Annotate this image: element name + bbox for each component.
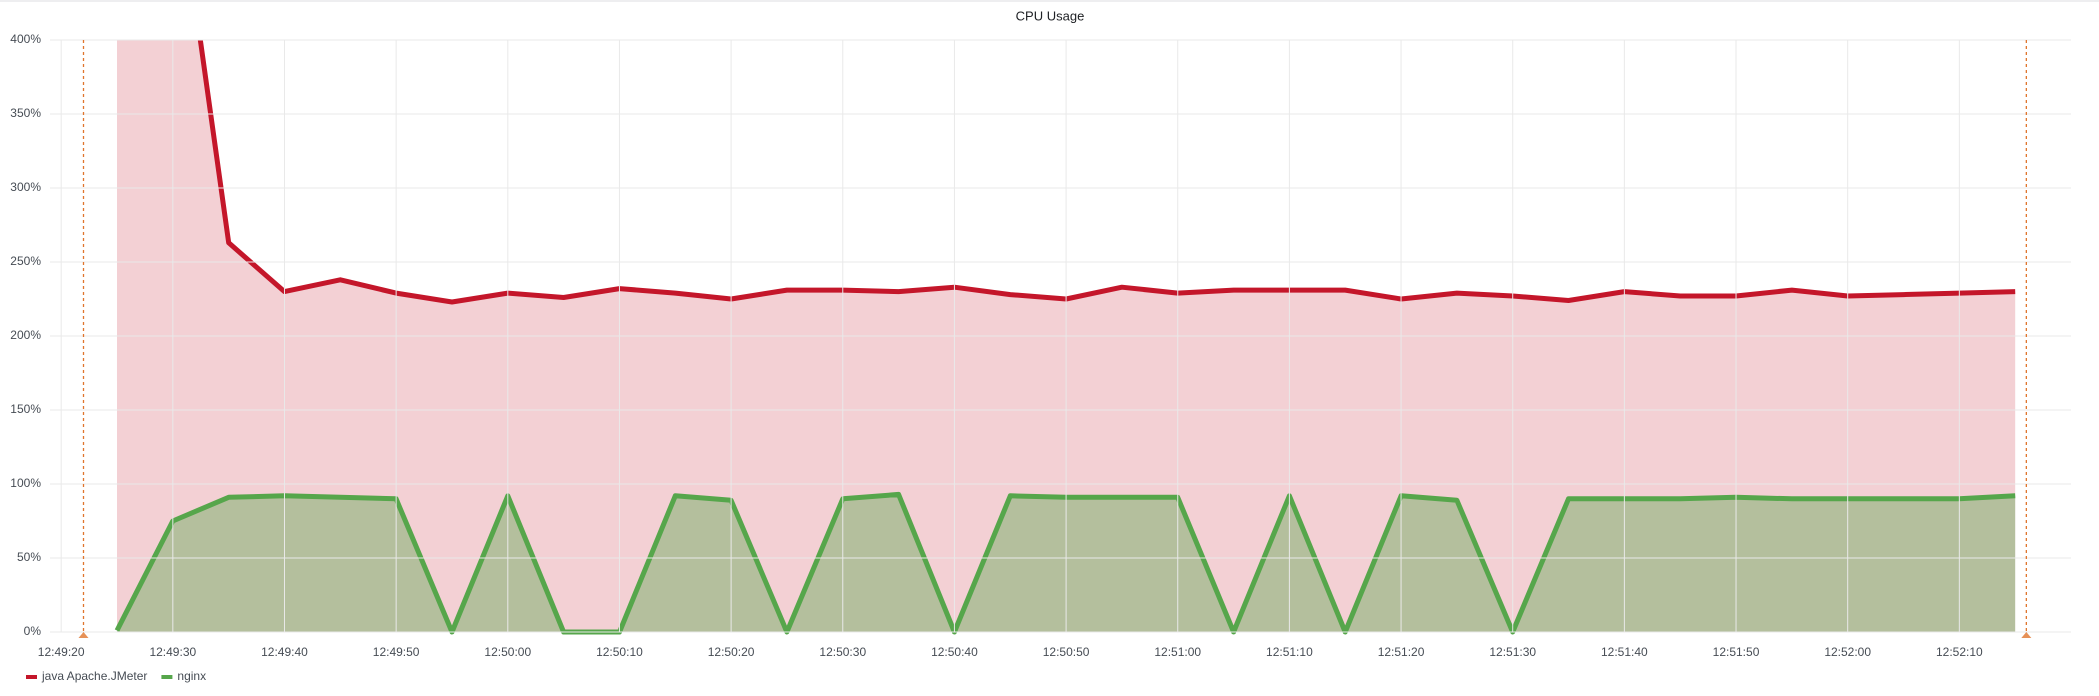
x-tick-label: 12:51:00 [1154,645,1201,659]
x-tick-label: 12:49:30 [149,645,196,659]
y-tick-label: 50% [17,550,41,564]
annotation-marker [78,632,89,638]
x-tick-label: 12:49:50 [373,645,420,659]
x-tick-label: 12:49:20 [38,645,85,659]
legend-label: java Apache.JMeter [41,669,147,683]
y-tick-label: 300% [10,180,41,194]
x-tick-label: 12:50:50 [1043,645,1090,659]
x-tick-label: 12:50:20 [708,645,755,659]
x-tick-label: 12:50:10 [596,645,643,659]
legend-label: nginx [177,669,206,683]
x-tick-label: 12:52:00 [1824,645,1871,659]
x-tick-label: 12:51:20 [1378,645,1425,659]
y-tick-label: 350% [10,106,41,120]
x-tick-label: 12:51:30 [1489,645,1536,659]
x-tick-label: 12:50:30 [819,645,866,659]
x-tick-label: 12:50:40 [931,645,978,659]
y-tick-label: 250% [10,254,41,268]
y-tick-label: 0% [24,624,42,638]
y-tick-label: 150% [10,402,41,416]
panel-title: CPU Usage [1016,8,1085,23]
y-tick-label: 400% [10,32,41,46]
annotation-marker [2021,632,2032,638]
x-tick-label: 12:50:00 [484,645,531,659]
x-tick-label: 12:49:40 [261,645,308,659]
x-tick-label: 12:51:50 [1713,645,1760,659]
y-tick-label: 200% [10,328,41,342]
x-tick-label: 12:51:40 [1601,645,1648,659]
x-tick-label: 12:51:10 [1266,645,1313,659]
y-tick-label: 100% [10,476,41,490]
x-tick-label: 12:52:10 [1936,645,1983,659]
